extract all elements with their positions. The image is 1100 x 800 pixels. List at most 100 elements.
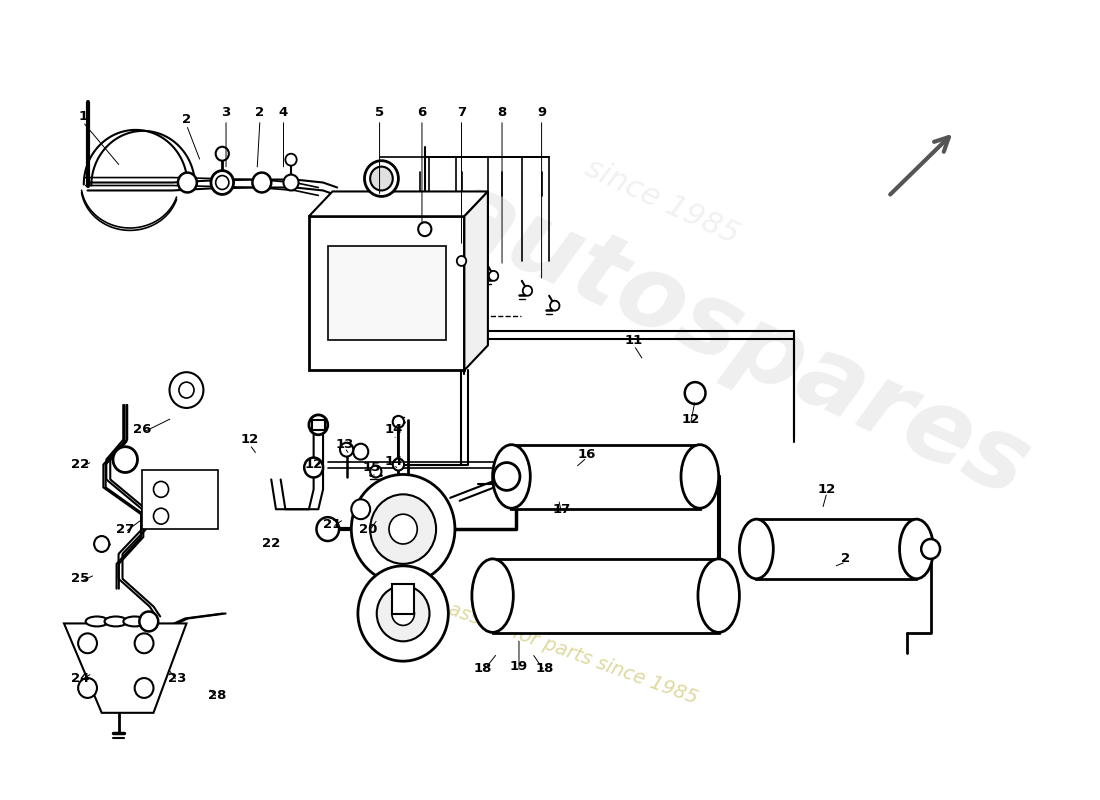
Circle shape (179, 382, 194, 398)
Text: 22: 22 (262, 538, 280, 550)
Text: 18: 18 (536, 662, 553, 674)
Text: 3: 3 (221, 106, 231, 118)
Text: 21: 21 (323, 518, 342, 530)
Bar (512, 445, 700, 510)
Text: 13: 13 (336, 438, 354, 451)
Ellipse shape (86, 617, 108, 626)
Circle shape (370, 466, 382, 478)
Circle shape (113, 446, 138, 473)
Text: autospares: autospares (431, 163, 1044, 518)
Circle shape (309, 415, 328, 434)
Bar (309, 216, 464, 370)
Text: 12: 12 (818, 483, 836, 496)
Circle shape (134, 678, 154, 698)
Circle shape (78, 678, 97, 698)
Text: 8: 8 (497, 106, 507, 118)
Polygon shape (64, 623, 187, 713)
Circle shape (456, 256, 466, 266)
Text: 2: 2 (255, 106, 264, 118)
Circle shape (418, 222, 431, 236)
Text: 24: 24 (70, 671, 89, 685)
Circle shape (370, 494, 436, 564)
Bar (392, 584, 415, 614)
Text: 26: 26 (133, 423, 152, 436)
Text: 6: 6 (417, 106, 427, 118)
Bar (328, 246, 446, 341)
Text: since 1985: since 1985 (581, 153, 744, 250)
Ellipse shape (493, 445, 530, 508)
Circle shape (134, 634, 154, 654)
Text: 12: 12 (681, 414, 700, 426)
Circle shape (305, 458, 323, 478)
Circle shape (154, 508, 168, 524)
Text: 11: 11 (625, 334, 644, 347)
Text: 2: 2 (182, 114, 191, 126)
Ellipse shape (104, 617, 128, 626)
Circle shape (317, 517, 339, 541)
Circle shape (284, 174, 298, 190)
Circle shape (154, 482, 168, 498)
Circle shape (140, 611, 158, 631)
Text: 9: 9 (537, 106, 547, 118)
Text: 28: 28 (208, 690, 227, 702)
Ellipse shape (900, 519, 934, 578)
Ellipse shape (472, 559, 514, 632)
Text: 23: 23 (168, 671, 186, 685)
Text: 14: 14 (385, 423, 403, 436)
Circle shape (921, 539, 940, 559)
Circle shape (494, 462, 520, 490)
Circle shape (488, 271, 498, 281)
Circle shape (393, 416, 404, 428)
Circle shape (392, 602, 415, 626)
Text: 4: 4 (279, 106, 288, 118)
Text: 18: 18 (474, 662, 493, 674)
Text: 22: 22 (70, 458, 89, 471)
Circle shape (351, 474, 455, 584)
Circle shape (178, 173, 197, 193)
Ellipse shape (123, 617, 146, 626)
Circle shape (351, 499, 370, 519)
Circle shape (550, 301, 560, 310)
Text: 12: 12 (305, 458, 322, 471)
Ellipse shape (739, 519, 773, 578)
Ellipse shape (698, 559, 739, 632)
Circle shape (211, 170, 233, 194)
Circle shape (370, 166, 393, 190)
Circle shape (393, 458, 404, 470)
Ellipse shape (681, 445, 718, 508)
Text: 7: 7 (456, 106, 466, 118)
Text: 1: 1 (78, 110, 87, 123)
Circle shape (358, 566, 449, 661)
Circle shape (169, 372, 204, 408)
Circle shape (95, 536, 109, 552)
Bar (311, 420, 324, 430)
Circle shape (216, 175, 229, 190)
Text: 27: 27 (117, 522, 134, 535)
Circle shape (285, 154, 297, 166)
Circle shape (389, 514, 417, 544)
Text: 5: 5 (375, 106, 384, 118)
Text: 19: 19 (510, 660, 528, 673)
Circle shape (252, 173, 272, 193)
Circle shape (340, 442, 353, 457)
Text: a passion for parts since 1985: a passion for parts since 1985 (417, 589, 701, 707)
Circle shape (78, 634, 97, 654)
Bar (757, 519, 916, 578)
Polygon shape (309, 191, 488, 216)
Text: 12: 12 (241, 434, 258, 446)
Circle shape (522, 286, 532, 296)
Circle shape (685, 382, 705, 404)
Text: 17: 17 (552, 502, 571, 516)
Text: 2: 2 (842, 552, 850, 566)
Text: 20: 20 (359, 522, 377, 535)
Text: 14: 14 (385, 455, 403, 468)
Circle shape (376, 586, 429, 642)
Bar (493, 559, 718, 634)
Text: 16: 16 (578, 448, 596, 461)
Circle shape (353, 444, 369, 459)
Text: 15: 15 (363, 461, 382, 474)
Text: 25: 25 (70, 572, 89, 586)
Circle shape (364, 161, 398, 197)
Polygon shape (464, 191, 488, 370)
Circle shape (216, 146, 229, 161)
